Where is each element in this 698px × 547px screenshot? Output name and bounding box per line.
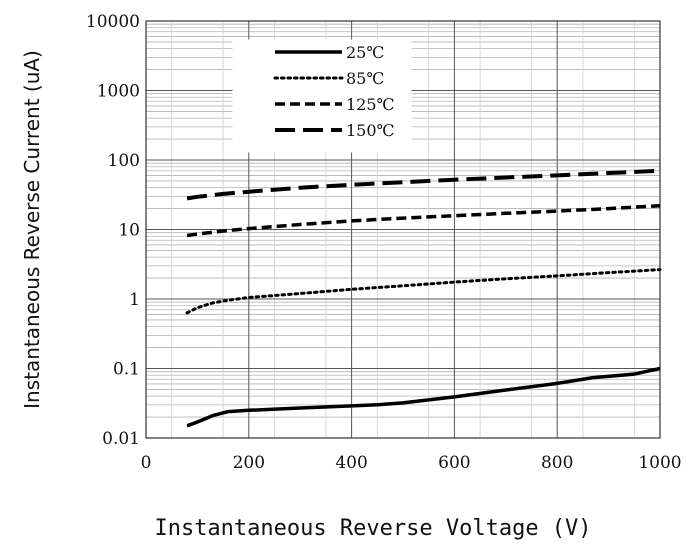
- axis-layer: 0.01 0.1 1 10 100 1000 10000 0 200 400 600 800 1000: [86, 12, 682, 473]
- y-tick-label: 1000: [97, 82, 140, 102]
- plot-frame: [145, 20, 661, 439]
- legend: 25℃ 85℃ 125℃ 150℃: [232, 39, 412, 153]
- x-tick-label: 400: [335, 453, 367, 473]
- y-tick-label: 1: [129, 290, 140, 310]
- legend-label-3: 150℃: [346, 121, 394, 140]
- legend-label-0: 25℃: [346, 43, 384, 62]
- series-line-3: [186, 168, 661, 201]
- legend-label-1: 85℃: [346, 69, 384, 88]
- x-tick-label: 200: [233, 453, 265, 473]
- series-line-1: [185, 268, 662, 315]
- x-tick-label: 1000: [638, 453, 681, 473]
- y-tick-label: 10000: [86, 12, 140, 32]
- x-tick-label: 800: [541, 453, 573, 473]
- y-tick-label: 0.01: [102, 429, 140, 449]
- y-tick-label: 10: [118, 221, 140, 241]
- x-tick-label: 600: [438, 453, 470, 473]
- y-tick-label: 100: [108, 151, 140, 171]
- axis-labels: Instantaneous Reverse Current (uA) Instan…: [20, 50, 592, 541]
- series-line-0: [186, 366, 661, 428]
- series-line-2: [186, 203, 661, 238]
- y-tick-label: 0.1: [113, 360, 140, 380]
- x-axis-title: Instantaneous Reverse Voltage (V): [154, 516, 591, 541]
- x-tick-label: 0: [141, 453, 152, 473]
- legend-label-2: 125℃: [346, 95, 394, 114]
- y-axis-title: Instantaneous Reverse Current (uA): [20, 50, 44, 409]
- series-layer: [185, 168, 662, 428]
- legend-box: [232, 39, 412, 153]
